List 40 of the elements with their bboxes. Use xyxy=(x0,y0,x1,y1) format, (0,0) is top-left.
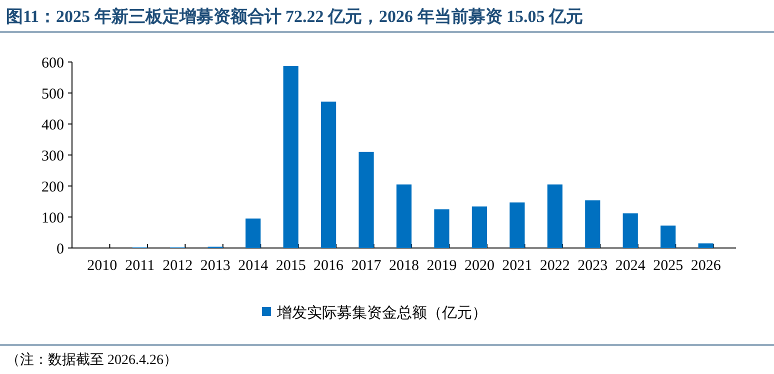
x-tick-label: 2020 xyxy=(464,258,494,274)
text: （注：数据截至 2026.4.26） xyxy=(6,352,178,368)
x-tick-label: 2026 xyxy=(690,258,722,274)
y-tick-label: 500 xyxy=(42,86,64,102)
y-tick-label: 400 xyxy=(42,117,64,134)
bar xyxy=(585,200,600,248)
bar xyxy=(660,226,676,248)
bar xyxy=(246,218,261,248)
x-tick-label: 2017 xyxy=(351,258,382,274)
bar xyxy=(472,206,487,248)
bar xyxy=(434,209,450,248)
x-tick-label: 2022 xyxy=(540,258,570,274)
y-tick-label: 300 xyxy=(42,148,64,164)
y-tick-label: 100 xyxy=(42,210,64,226)
bar xyxy=(622,213,638,248)
y-tick-label: 600 xyxy=(42,55,64,72)
x-tick-label: 2015 xyxy=(276,258,306,274)
x-tick-label: 2021 xyxy=(502,258,532,274)
x-tick-label: 2013 xyxy=(200,258,230,274)
bar xyxy=(283,66,298,248)
x-tick-label: 2019 xyxy=(426,258,457,274)
bar xyxy=(396,184,412,248)
x-tick-label: 2024 xyxy=(615,258,646,274)
x-tick-label: 2018 xyxy=(389,258,419,274)
x-tick-label: 2012 xyxy=(162,258,193,274)
y-tick-label: 0 xyxy=(56,241,64,258)
bar xyxy=(698,243,714,248)
x-tick-label: 2010 xyxy=(87,258,118,274)
x-tick-label: 2011 xyxy=(125,258,155,274)
chart-title: 图11：2025 年新三板定增募资额合计 72.22 亿元，2026 年当前募资 15.05 亿元 xyxy=(6,7,584,26)
x-tick-label: 2016 xyxy=(314,258,344,274)
legend-label: 增发实际募集资金总额（亿元） xyxy=(276,304,487,322)
bar xyxy=(358,152,374,248)
x-tick-label: 2023 xyxy=(578,258,608,274)
bar xyxy=(510,202,525,248)
bar xyxy=(547,184,562,248)
x-tick-label: 2014 xyxy=(238,258,269,274)
x-tick-label: 2025 xyxy=(653,258,684,274)
bar xyxy=(321,102,336,248)
y-tick-label: 200 xyxy=(42,179,64,196)
